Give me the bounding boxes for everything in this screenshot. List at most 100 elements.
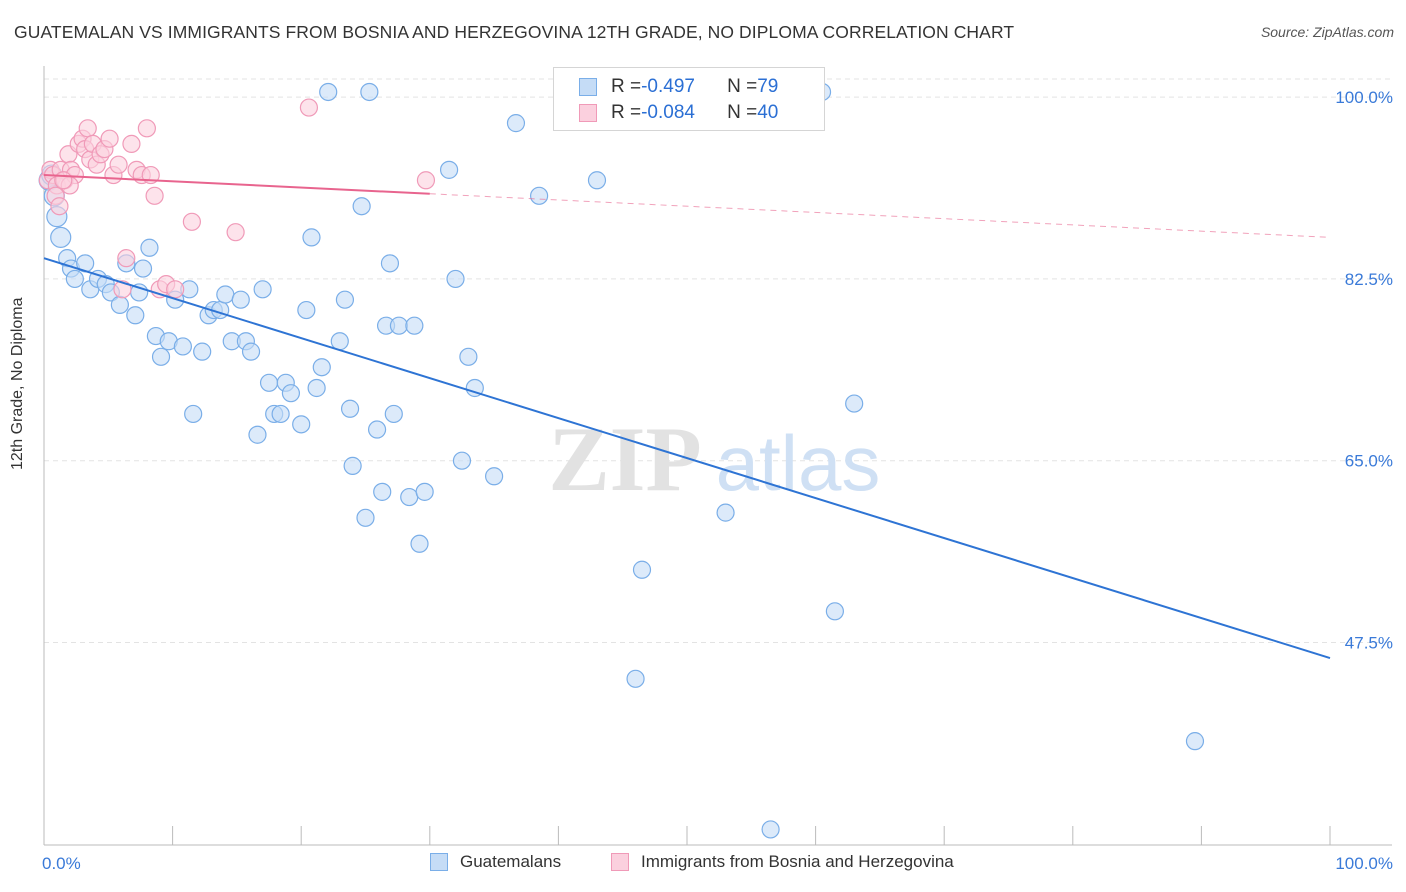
point-guatemalans <box>307 378 326 398</box>
point-guatemalans <box>439 160 459 179</box>
point-guatemalans <box>446 269 465 289</box>
watermark-zip: ZIP <box>548 408 701 510</box>
point-guatemalans <box>184 404 203 424</box>
point-guatemalans <box>465 378 484 398</box>
point-guatemalans <box>716 503 735 522</box>
point-guatemalans <box>65 269 84 289</box>
y-tick-label: 82.5% <box>1345 270 1393 289</box>
point-guatemalans <box>845 394 864 413</box>
point-guatemalans <box>352 197 371 216</box>
points <box>38 82 1205 839</box>
point-guatemalans <box>356 508 375 527</box>
trend-line-bosnia-extension <box>429 193 1331 238</box>
point-guatemalans <box>241 342 261 361</box>
point-guatemalans <box>259 373 279 392</box>
point-guatemalans <box>231 290 250 309</box>
x-tick-label: 100.0% <box>1335 854 1393 873</box>
n-value: 40 <box>757 102 779 123</box>
point-bosnia <box>299 98 319 117</box>
point-guatemalans <box>302 228 321 247</box>
stats-legend: R = -0.497 N = 79 R = -0.084 N = 40 <box>553 67 825 131</box>
point-guatemalans <box>140 238 159 257</box>
point-guatemalans <box>415 482 434 501</box>
point-bosnia <box>166 280 185 299</box>
point-guatemalans <box>248 425 267 444</box>
point-guatemalans <box>281 384 301 403</box>
point-guatemalans <box>335 290 355 309</box>
point-bosnia <box>416 171 436 190</box>
y-tick-label: 100.0% <box>1335 88 1393 107</box>
chart-title: GUATEMALAN VS IMMIGRANTS FROM BOSNIA AND… <box>14 22 1015 42</box>
point-guatemalans <box>343 456 362 475</box>
point-guatemalans <box>410 534 429 553</box>
point-guatemalans <box>50 226 72 248</box>
trend-lines <box>43 174 1331 659</box>
source-label: Source: ZipAtlas.com <box>1260 24 1394 40</box>
point-bosnia <box>145 186 164 205</box>
point-guatemalans <box>380 254 400 273</box>
tick-labels: 47.5% 65.0% 82.5% 100.0% 0.0% 100.0% <box>42 88 1393 873</box>
point-bosnia <box>109 155 128 174</box>
point-guatemalans <box>373 482 392 501</box>
point-guatemalans <box>459 347 478 366</box>
point-guatemalans <box>1185 732 1205 751</box>
legend-swatch-pink <box>611 853 629 871</box>
point-guatemalans <box>626 669 645 688</box>
point-guatemalans <box>389 316 409 335</box>
point-guatemalans <box>384 404 403 424</box>
y-tick-label: 65.0% <box>1345 452 1393 471</box>
point-guatemalans <box>825 602 844 621</box>
legend-swatch-blue <box>579 78 597 96</box>
point-guatemalans <box>485 467 504 486</box>
point-bosnia <box>113 280 132 299</box>
point-bosnia <box>226 223 245 242</box>
trend-line-guatemalans <box>43 257 1331 659</box>
x-tick-label: 0.0% <box>42 854 81 873</box>
point-guatemalans <box>360 82 379 102</box>
legend-row-guatemalans: R = -0.497 N = 79 <box>579 75 778 99</box>
point-bosnia <box>78 119 97 138</box>
legend-row-bosnia: R = -0.084 N = 40 <box>579 101 778 125</box>
point-guatemalans <box>761 820 780 839</box>
y-tick-label: 47.5% <box>1345 633 1393 652</box>
point-bosnia <box>54 171 73 190</box>
point-guatemalans <box>330 332 349 351</box>
point-guatemalans <box>400 487 419 507</box>
point-bosnia <box>117 249 136 268</box>
point-guatemalans <box>253 280 272 299</box>
point-bosnia <box>100 129 119 148</box>
point-guatemalans <box>151 347 171 366</box>
point-bosnia <box>137 119 156 138</box>
y-axis-label: 12th Grade, No Diploma <box>9 297 26 470</box>
point-guatemalans <box>271 404 290 424</box>
point-bosnia <box>50 197 69 216</box>
point-guatemalans <box>173 337 192 356</box>
n-value: 79 <box>757 76 779 97</box>
r-value: -0.084 <box>641 102 695 123</box>
point-guatemalans <box>133 259 153 278</box>
point-guatemalans <box>216 285 235 304</box>
watermark-atlas: atlas <box>716 419 881 507</box>
grid <box>44 78 1392 643</box>
point-guatemalans <box>452 451 472 470</box>
point-guatemalans <box>319 82 338 102</box>
point-guatemalans <box>126 306 145 325</box>
point-guatemalans <box>193 342 212 361</box>
watermark: ZIP atlas <box>548 408 880 510</box>
point-bosnia <box>122 134 141 153</box>
point-guatemalans <box>587 171 607 190</box>
point-guatemalans <box>367 420 387 439</box>
trend-line-bosnia <box>43 174 430 195</box>
point-guatemalans <box>530 186 549 205</box>
point-guatemalans <box>312 358 331 377</box>
point-guatemalans <box>292 415 311 434</box>
legend-item-bosnia: Immigrants from Bosnia and Herzegovina <box>611 852 954 872</box>
legend-item-guatemalans: Guatemalans <box>430 852 561 872</box>
legend-swatch-blue <box>430 853 448 871</box>
point-bosnia <box>182 212 201 231</box>
point-guatemalans <box>340 399 360 418</box>
point-guatemalans <box>632 560 652 579</box>
r-value: -0.497 <box>641 76 695 97</box>
point-guatemalans <box>506 114 526 133</box>
